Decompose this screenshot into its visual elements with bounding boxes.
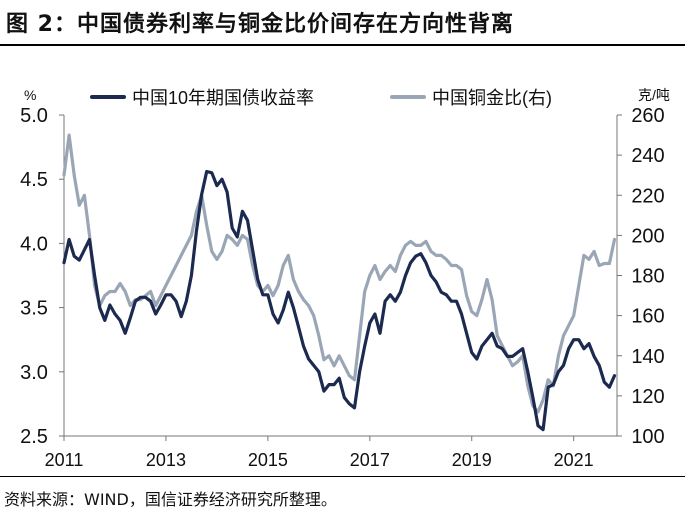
- y-axis-right-unit: 克/吨: [638, 87, 670, 103]
- y-right-tick-label: 160: [631, 306, 664, 328]
- series-line-copper-gold-ratio: [62, 133, 617, 414]
- x-tick-label: 2019: [452, 450, 492, 470]
- y-left-tick-label: 5.0: [20, 105, 48, 127]
- y-right-tick-label: 140: [631, 346, 664, 368]
- y-right-tick-label: 180: [631, 266, 664, 288]
- y-right-tick-label: 100: [631, 426, 664, 448]
- y-right-tick-label: 220: [631, 185, 664, 207]
- series-line-bond-yield: [62, 169, 617, 432]
- legend-label: 中国10年期国债收益率: [132, 88, 314, 108]
- y-axis-left-unit: %: [24, 87, 36, 103]
- y-right-tick-label: 260: [631, 105, 664, 127]
- y-left-tick-label: 3.5: [20, 298, 48, 320]
- y-left-tick-label: 4.5: [20, 169, 48, 191]
- x-tick-label: 2015: [248, 450, 288, 470]
- y-right-tick-label: 240: [631, 145, 664, 167]
- y-right-tick-label: 120: [631, 386, 664, 408]
- y-right-tick-label: 200: [631, 225, 664, 247]
- top-rule: [0, 44, 685, 46]
- y-left-tick-label: 3.0: [20, 362, 48, 384]
- figure-title: 图 2：中国债券利率与铜金比价间存在方向性背离: [6, 12, 514, 37]
- x-tick-label: 2017: [350, 450, 390, 470]
- y-left-tick-label: 4.0: [20, 233, 48, 255]
- x-tick-label: 2011: [45, 450, 84, 470]
- source-note: 资料来源：WIND，国信证券经济研究所整理。: [4, 490, 337, 509]
- x-tick-label: 2013: [146, 450, 186, 470]
- bottom-rule: [0, 476, 685, 477]
- y-left-tick-label: 2.5: [20, 426, 48, 448]
- legend-label: 中国铜金比(右): [432, 88, 552, 108]
- x-tick-label: 2021: [554, 450, 594, 470]
